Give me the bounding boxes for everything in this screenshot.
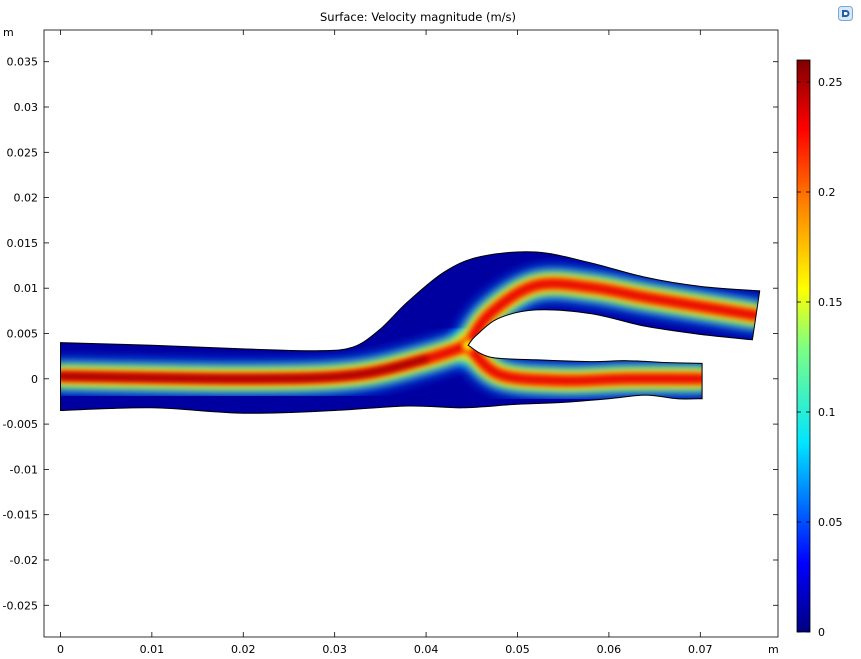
flow-domain-surface <box>60 251 761 414</box>
y-tick-label: 0.02 <box>14 192 39 205</box>
domain-outline <box>60 251 761 414</box>
comsol-logo-icon <box>838 6 853 21</box>
y-unit-label: m <box>3 26 14 39</box>
colorbar-tick-label: 0.05 <box>818 516 843 529</box>
y-tick-label: 0.035 <box>7 56 39 69</box>
y-tick-label: -0.025 <box>3 599 38 612</box>
x-tick-label: 0.01 <box>140 643 165 656</box>
y-tick-label: 0.005 <box>7 328 39 341</box>
x-tick-label: 0.07 <box>688 643 713 656</box>
colorbar-ticks: 0 0.05 0.1 0.15 0.2 0.25 <box>797 76 843 639</box>
x-tick-label: 0.05 <box>505 643 530 656</box>
colorbar-tick-label: 0.25 <box>818 76 843 89</box>
x-axis-ticks: 0 0.01 0.02 0.03 0.04 0.05 0.06 0.07 <box>57 30 713 656</box>
svg-text:m: m <box>3 26 14 39</box>
y-tick-label: 0.01 <box>14 282 39 295</box>
colorbar-tick-label: 0.2 <box>818 186 836 199</box>
velocity-band <box>464 341 706 385</box>
x-tick-label: 0.03 <box>322 643 347 656</box>
velocity-peak-band <box>60 356 429 382</box>
y-tick-label: -0.005 <box>3 418 38 431</box>
y-tick-label: 0.03 <box>14 101 39 114</box>
y-tick-label: -0.01 <box>10 463 38 476</box>
velocity-field <box>60 251 760 414</box>
plot-title: Surface: Velocity magnitude (m/s) <box>320 10 516 24</box>
svg-text:m: m <box>768 643 779 656</box>
colorbar-tick-label: 0.1 <box>818 406 836 419</box>
colorbar-tick-label: 0.15 <box>818 296 843 309</box>
x-unit-label: m <box>768 643 779 656</box>
y-axis-ticks: 0.035 0.03 0.025 0.02 0.015 0.01 0.005 0 -0.005 -… <box>3 56 778 612</box>
x-tick-label: 0.04 <box>414 643 439 656</box>
x-tick-label: 0.02 <box>231 643 256 656</box>
y-tick-label: 0 <box>31 373 38 386</box>
x-tick-label: 0 <box>57 643 64 656</box>
velocity-band <box>464 280 760 349</box>
colorbar: 0 0.05 0.1 0.15 0.2 0.25 <box>796 59 843 639</box>
y-tick-label: -0.015 <box>3 509 38 522</box>
colorbar-tick-label: 0 <box>818 626 825 639</box>
y-tick-label: -0.02 <box>10 554 38 567</box>
y-tick-label: 0.025 <box>7 146 39 159</box>
x-tick-label: 0.06 <box>597 643 622 656</box>
y-tick-label: 0.015 <box>7 237 39 250</box>
colorbar-gradient <box>796 59 811 633</box>
